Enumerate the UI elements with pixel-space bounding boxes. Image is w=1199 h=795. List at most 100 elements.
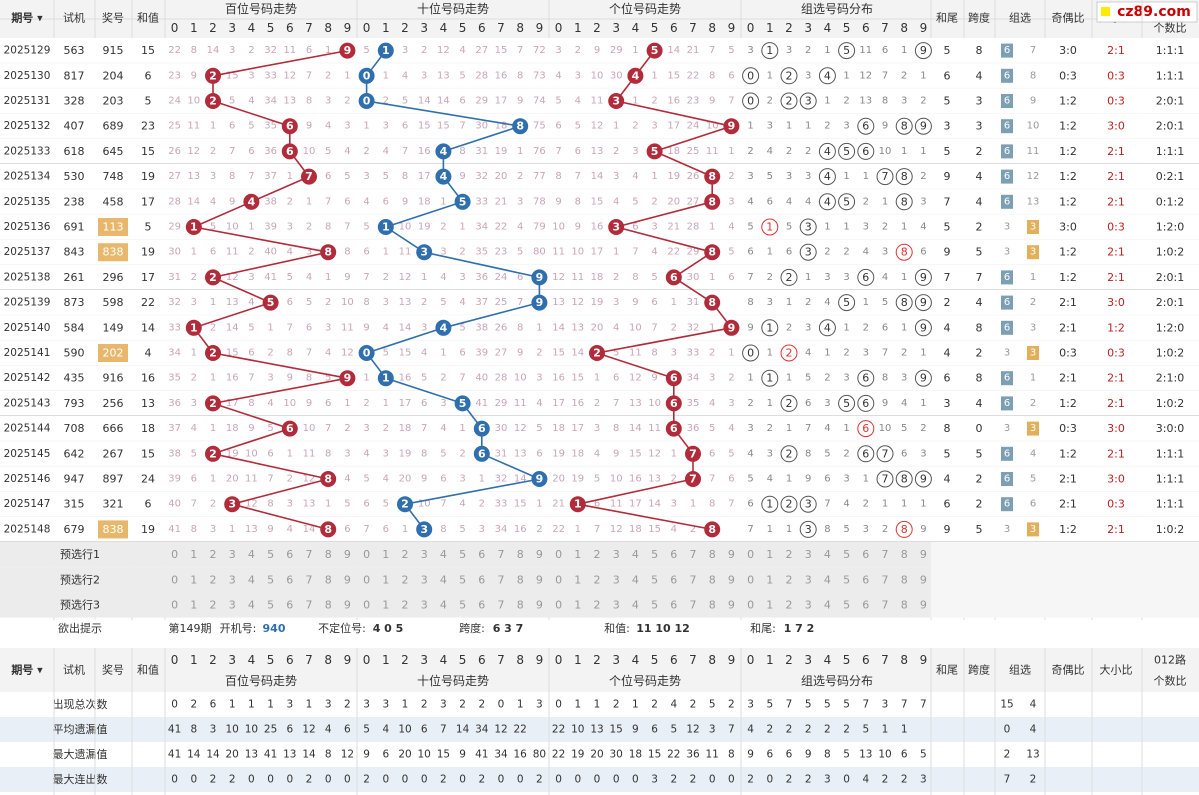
preselect-digit[interactable]: 1 [190, 573, 197, 586]
preselect-digit[interactable]: 7 [882, 548, 889, 561]
preselect-digit[interactable]: 8 [709, 573, 716, 586]
preselect-digit[interactable]: 0 [363, 573, 370, 586]
preselect-digit[interactable]: 6 [478, 548, 485, 561]
preselect-digit[interactable]: 4 [440, 599, 447, 612]
preselect-digit[interactable]: 6 [286, 599, 293, 612]
logo-text[interactable]: cz89.com [1117, 4, 1191, 20]
preselect-digit[interactable]: 9 [536, 548, 543, 561]
preselect-digit[interactable]: 0 [363, 548, 370, 561]
preselect-digit[interactable]: 7 [882, 599, 889, 612]
preselect-digit[interactable]: 6 [670, 548, 677, 561]
preselect-digit[interactable]: 3 [613, 573, 620, 586]
preselect-digit[interactable]: 5 [843, 599, 850, 612]
preselect-digit[interactable]: 4 [824, 548, 831, 561]
preselect-digit[interactable]: 0 [171, 573, 178, 586]
preselect-digit[interactable]: 5 [267, 573, 274, 586]
preselect-digit[interactable]: 0 [747, 548, 754, 561]
preselect-digit[interactable]: 2 [786, 573, 793, 586]
preselect-digit[interactable]: 5 [843, 573, 850, 586]
preselect-digit[interactable]: 4 [632, 573, 639, 586]
preselect-digit[interactable]: 3 [805, 599, 812, 612]
preselect-digit[interactable]: 5 [267, 599, 274, 612]
preselect-digit[interactable]: 0 [555, 573, 562, 586]
preselect-digit[interactable]: 8 [325, 548, 332, 561]
preselect-digit[interactable]: 1 [382, 548, 389, 561]
preselect-digit[interactable]: 8 [325, 573, 332, 586]
preselect-digit[interactable]: 1 [574, 548, 581, 561]
preselect-digit[interactable]: 4 [248, 599, 255, 612]
preselect-digit[interactable]: 3 [421, 573, 428, 586]
preselect-digit[interactable]: 5 [267, 548, 274, 561]
preselect-digit[interactable]: 8 [901, 599, 908, 612]
preselect-digit[interactable]: 2 [786, 599, 793, 612]
preselect-digit[interactable]: 4 [632, 599, 639, 612]
preselect-digit[interactable]: 0 [555, 599, 562, 612]
preselect-digit[interactable]: 5 [651, 599, 658, 612]
preselect-digit[interactable]: 3 [613, 548, 620, 561]
preselect-digit[interactable]: 7 [690, 599, 697, 612]
preselect-digit[interactable]: 9 [728, 599, 735, 612]
preselect-digit[interactable]: 3 [613, 599, 620, 612]
preselect-digit[interactable]: 6 [286, 573, 293, 586]
preselect-digit[interactable]: 2 [210, 573, 217, 586]
preselect-digit[interactable]: 4 [248, 548, 255, 561]
preselect-digit[interactable]: 8 [901, 548, 908, 561]
preselect-digit[interactable]: 6 [862, 548, 869, 561]
preselect-digit[interactable]: 2 [402, 548, 409, 561]
preselect-digit[interactable]: 8 [709, 599, 716, 612]
preselect-digit[interactable]: 9 [344, 599, 351, 612]
preselect-digit[interactable]: 7 [306, 548, 313, 561]
preselect-digit[interactable]: 4 [632, 548, 639, 561]
preselect-digit[interactable]: 9 [344, 573, 351, 586]
preselect-digit[interactable]: 8 [517, 599, 524, 612]
preselect-digit[interactable]: 2 [210, 548, 217, 561]
preselect-digit[interactable]: 5 [459, 573, 466, 586]
preselect-digit[interactable]: 2 [210, 599, 217, 612]
preselect-digit[interactable]: 2 [402, 573, 409, 586]
preselect-digit[interactable]: 5 [459, 548, 466, 561]
preselect-digit[interactable]: 3 [421, 548, 428, 561]
preselect-digit[interactable]: 1 [190, 548, 197, 561]
preselect-digit[interactable]: 9 [728, 548, 735, 561]
preselect-digit[interactable]: 6 [478, 599, 485, 612]
bottom-issue-header[interactable]: 期号 ▾ [11, 663, 43, 677]
issue-header[interactable]: 期号 ▾ [11, 11, 43, 25]
preselect-digit[interactable]: 9 [920, 548, 927, 561]
preselect-digit[interactable]: 7 [306, 573, 313, 586]
preselect-digit[interactable]: 2 [594, 573, 601, 586]
preselect-digit[interactable]: 7 [690, 573, 697, 586]
preselect-digit[interactable]: 6 [670, 573, 677, 586]
preselect-digit[interactable]: 3 [229, 599, 236, 612]
preselect-digit[interactable]: 1 [766, 573, 773, 586]
preselect-digit[interactable]: 6 [862, 573, 869, 586]
preselect-digit[interactable]: 1 [766, 599, 773, 612]
preselect-digit[interactable]: 9 [920, 573, 927, 586]
preselect-digit[interactable]: 0 [747, 573, 754, 586]
preselect-digit[interactable]: 0 [171, 599, 178, 612]
preselect-digit[interactable]: 7 [882, 573, 889, 586]
preselect-digit[interactable]: 0 [363, 599, 370, 612]
preselect-digit[interactable]: 3 [805, 548, 812, 561]
preselect-digit[interactable]: 4 [440, 573, 447, 586]
preselect-digit[interactable]: 6 [862, 599, 869, 612]
preselect-digit[interactable]: 8 [709, 548, 716, 561]
preselect-digit[interactable]: 1 [382, 599, 389, 612]
preselect-digit[interactable]: 4 [440, 548, 447, 561]
preselect-digit[interactable]: 9 [728, 573, 735, 586]
preselect-digit[interactable]: 6 [670, 599, 677, 612]
preselect-digit[interactable]: 8 [901, 573, 908, 586]
preselect-digit[interactable]: 8 [517, 573, 524, 586]
preselect-digit[interactable]: 9 [920, 599, 927, 612]
preselect-digit[interactable]: 4 [824, 573, 831, 586]
preselect-digit[interactable]: 1 [574, 599, 581, 612]
preselect-digit[interactable]: 9 [536, 599, 543, 612]
preselect-digit[interactable]: 8 [325, 599, 332, 612]
preselect-digit[interactable]: 1 [382, 573, 389, 586]
preselect-digit[interactable]: 2 [402, 599, 409, 612]
preselect-digit[interactable]: 5 [843, 548, 850, 561]
preselect-digit[interactable]: 5 [459, 599, 466, 612]
preselect-digit[interactable]: 7 [306, 599, 313, 612]
preselect-digit[interactable]: 2 [594, 548, 601, 561]
preselect-digit[interactable]: 6 [286, 548, 293, 561]
preselect-digit[interactable]: 4 [248, 573, 255, 586]
